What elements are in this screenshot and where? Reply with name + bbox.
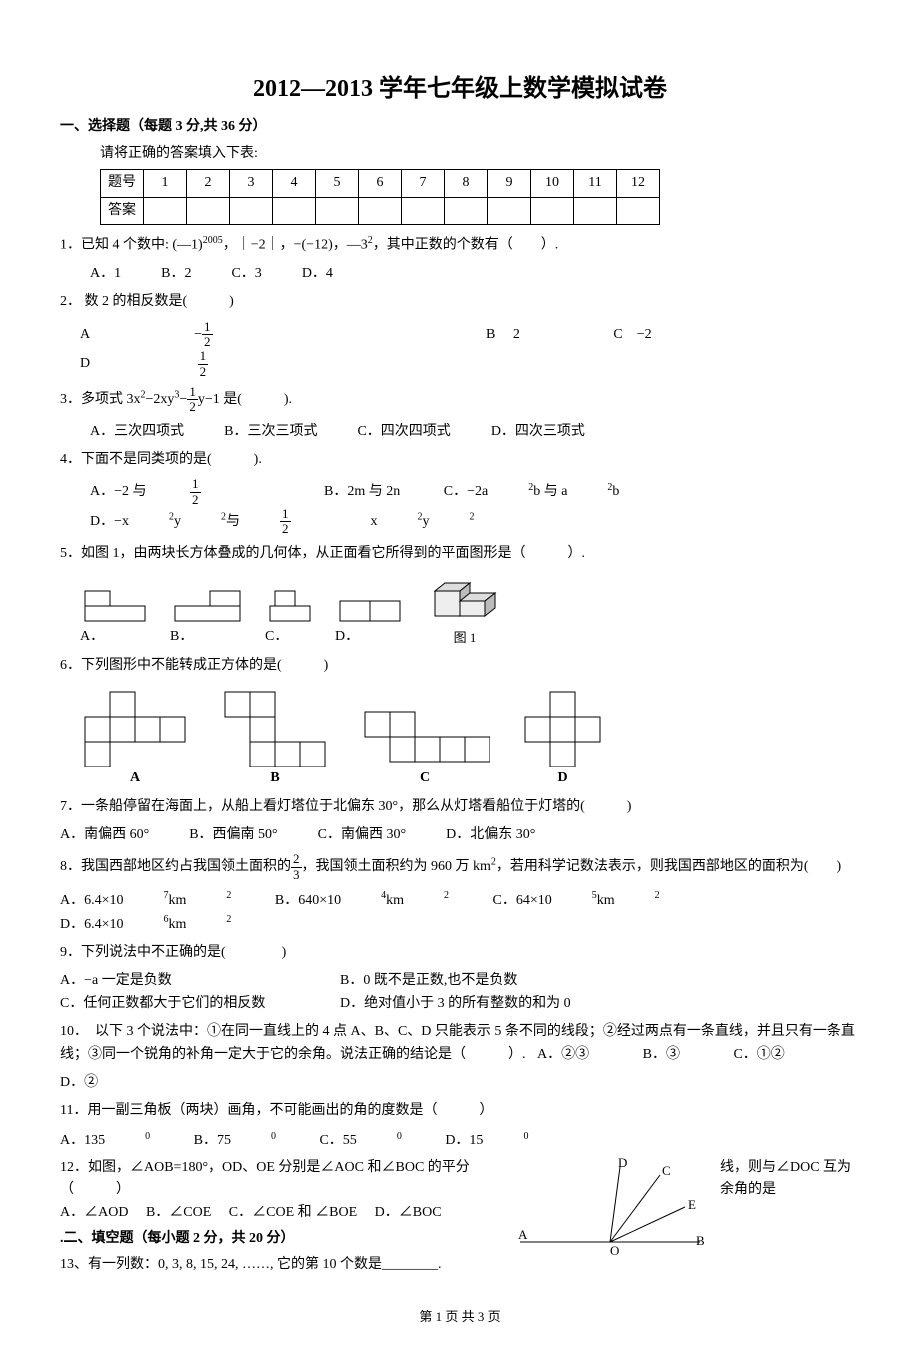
q6-net-a-icon (80, 687, 190, 767)
svg-text:O: O (610, 1243, 619, 1257)
q5: 5．如图 1，由两块长方体叠成的几何体，从正面看它所得到的平面图形是（ ）. (60, 543, 860, 565)
q5-opt-c-icon (265, 586, 315, 626)
svg-text:C: C (662, 1163, 671, 1178)
q10: 10． 以下 3 个说法中：①在同一直线上的 4 点 A、B、C、D 只能表示 … (60, 1021, 860, 1066)
q2-opts: A −12 B 2 C −2 D 12 (80, 320, 860, 379)
q6-net-c-icon (360, 707, 490, 767)
q9-opts: A．−a 一定是负数B．0 既不是正数,也不是负数 C．任何正数都大于它们的相反… (60, 970, 860, 1015)
svg-text:B: B (696, 1233, 705, 1248)
th-num: 题号 (101, 170, 144, 197)
section1-head: 一、选择题（每题 3 分,共 36 分） (60, 116, 860, 138)
q11: 11．用一副三角板（两块）画角，不可能画出的角的度数是（ ） (60, 1100, 860, 1122)
section2-head: .二、填空题（每小题 2 分，共 20 分） (60, 1228, 500, 1250)
q1: 1．已知 4 个数中: (—1)2005，｜−2｜，−(−12)，—32，其中正… (60, 233, 860, 257)
q8-opts: A．6.4×107 km2 B．640×104 km2 C．64×105 km2… (60, 888, 860, 936)
q8: 8．我国西部地区约占我国领土面积的23，我国领土面积约为 960 万 km2，若… (60, 852, 860, 882)
q5-opt-b-icon (170, 586, 245, 626)
answer-table: 题号 12 34 56 78 910 1112 答案 (100, 169, 660, 225)
q7-opts: A．南偏西 60°B．西偏南 50°C．南偏西 30°D．北偏东 30° (60, 824, 860, 846)
page-title: 2012—2013 学年七年级上数学模拟试卷 (60, 70, 860, 108)
q10d: D．② (60, 1072, 860, 1094)
q3: 3．多项式 3x2−2xy3−12y−1 是( ). (60, 385, 860, 415)
q5-fig1-icon (425, 571, 505, 626)
q13: 13、有一列数：0, 3, 8, 15, 24, ……, 它的第 10 个数是_… (60, 1254, 500, 1276)
svg-text:A: A (518, 1227, 528, 1242)
q9: 9．下列说法中不正确的是( ) (60, 942, 860, 964)
q4-opts: A．−2 与 12 B．2m 与 2n C．−2a2b 与 a2b D．−x2y… (90, 477, 860, 536)
q11-opts: A．1350 B．750 C．550 D．150 (60, 1129, 860, 1153)
q7: 7．一条船停留在海面上，从船上看灯塔位于北偏东 30°，那么从灯塔看船位于灯塔的… (60, 796, 860, 818)
svg-text:D: D (618, 1157, 627, 1170)
q4: 4．下面不是同类项的是( ). (60, 449, 860, 471)
q6-net-b-icon (220, 687, 330, 767)
svg-text:E: E (688, 1197, 696, 1212)
table-row: 答案 (101, 197, 660, 224)
q1-opts: A．1B．2C．3D．4 (90, 263, 860, 285)
table-row: 题号 12 34 56 78 910 1112 (101, 170, 660, 197)
q12: 12．如图，∠AOB=180°，OD、OE 分别是∠AOC 和∠BOC 的平分 … (60, 1157, 860, 1277)
q2: 2． 数 2 的相反数是( ) (60, 291, 860, 313)
q6-figs: A B C D (80, 687, 860, 789)
q12-angle-icon: A O B D C E (510, 1157, 710, 1257)
q5-opt-a-icon (80, 586, 150, 626)
q6: 6．下列图形中不能转成正方体的是( ) (60, 655, 860, 677)
q3-opts: A．三次四项式B．三次三项式C．四次四项式D．四次三项式 (90, 421, 860, 443)
s1-note: 请将正确的答案填入下表: (100, 143, 860, 165)
q5-figs: A． B． C． D． 图 1 (80, 571, 860, 649)
q5-opt-d-icon (335, 591, 405, 626)
q6-net-d-icon (520, 687, 605, 767)
th-ans: 答案 (101, 197, 144, 224)
page-footer: 第 1 页 共 3 页 (60, 1307, 860, 1328)
